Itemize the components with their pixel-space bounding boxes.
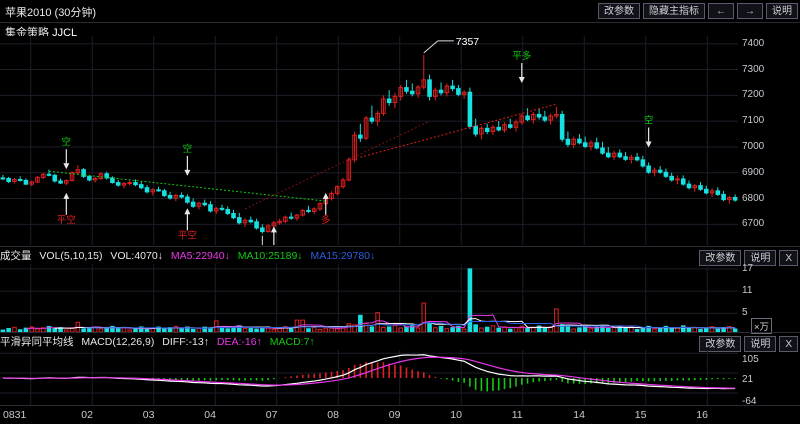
time-axis-label-15: 15 bbox=[634, 409, 647, 421]
volume-axis: 17 11 5 bbox=[738, 262, 800, 332]
macd-close-button[interactable]: X bbox=[779, 336, 798, 352]
macd-axis-label-21: 21 bbox=[742, 374, 754, 385]
time-axis-label-09: 09 bbox=[388, 409, 401, 421]
macd-help-button[interactable]: 说明 bbox=[744, 336, 777, 352]
page-title: 苹果2010 (30分钟) bbox=[5, 7, 97, 19]
time-axis-label-14: 14 bbox=[573, 409, 585, 421]
volume-axis-label-17: 17 bbox=[742, 262, 754, 274]
time-axis-label-11: 11 bbox=[511, 409, 523, 421]
volume-chart-panel[interactable] bbox=[0, 264, 800, 332]
header-divider bbox=[0, 22, 800, 23]
high-price-label: 7357 bbox=[456, 36, 480, 48]
signal-label-6: 平多 bbox=[512, 50, 531, 62]
signal-label-1: 平空 bbox=[57, 214, 76, 226]
macd-axis-label-105: 105 bbox=[742, 354, 759, 365]
price-axis-label-7400: 7400 bbox=[742, 37, 765, 49]
time-axis-divider bbox=[0, 405, 800, 406]
time-axis-label-08: 08 bbox=[327, 409, 339, 421]
volume-axis-label-11: 11 bbox=[742, 285, 753, 297]
macd-dea-value: DEA:-16↑ bbox=[216, 336, 262, 348]
time-axis-label-04: 04 bbox=[204, 409, 216, 421]
macd-panel-toolbar: 改参数 说明 X bbox=[699, 336, 798, 352]
candlestick-svg: 73576664空平空空平空平空多平多空 bbox=[0, 36, 738, 245]
time-axis-label-16: 16 bbox=[696, 409, 708, 421]
signal-label-3: 平空 bbox=[178, 229, 197, 241]
volume-panel-header: 成交量 VOL(5,10,15) VOL:4070↓ MA5:22940↓ MA… bbox=[0, 248, 800, 264]
price-axis-label-7300: 7300 bbox=[742, 63, 765, 75]
volume-formula: VOL(5,10,15) bbox=[39, 250, 103, 262]
macd-axis: 105 21 -64 bbox=[738, 350, 800, 407]
volume-ma5-value: MA5:22940↓ bbox=[170, 250, 230, 262]
volume-title: 成交量 bbox=[0, 250, 32, 262]
volume-unit-label: ×万 bbox=[750, 318, 772, 334]
time-axis-label-07: 07 bbox=[265, 409, 278, 421]
macd-panel-divider bbox=[0, 332, 800, 333]
hide-main-indicator-button[interactable]: 隐藏主指标 bbox=[643, 3, 705, 19]
volume-value: VOL:4070↓ bbox=[110, 250, 163, 262]
help-button[interactable]: 说明 bbox=[766, 3, 798, 19]
volume-ma10-value: MA10:25189↓ bbox=[237, 250, 303, 262]
signal-label-5: 多 bbox=[321, 214, 331, 226]
volume-svg bbox=[0, 264, 738, 332]
time-axis-label-03: 03 bbox=[142, 409, 155, 421]
macd-macd-value: MACD:7↑ bbox=[269, 336, 315, 348]
macd-diff-value: DIFF:-13↑ bbox=[162, 336, 209, 348]
price-axis-label-7200: 7200 bbox=[742, 89, 765, 101]
volume-panel-divider bbox=[0, 246, 800, 247]
signal-label-7: 空 bbox=[644, 115, 654, 127]
signal-label-0: 空 bbox=[62, 136, 72, 148]
macd-formula: MACD(12,26,9) bbox=[81, 336, 155, 348]
window-header: 苹果2010 (30分钟) 改参数 隐藏主指标 ← → 说明 bbox=[0, 0, 800, 24]
vol-help-button[interactable]: 说明 bbox=[744, 250, 777, 266]
price-axis-label-6700: 6700 bbox=[742, 218, 765, 230]
next-arrow-button[interactable]: → bbox=[737, 3, 763, 19]
vol-change-params-button[interactable]: 改参数 bbox=[699, 250, 742, 266]
time-axis-label-02: 02 bbox=[81, 409, 93, 421]
volume-ma15-value: MA15:29780↓ bbox=[310, 250, 376, 262]
macd-change-params-button[interactable]: 改参数 bbox=[699, 336, 742, 352]
time-axis-label-10: 10 bbox=[450, 409, 462, 421]
volume-panel-toolbar: 改参数 说明 X bbox=[699, 250, 798, 266]
price-chart-panel[interactable]: 73576664空平空空平空平空多平多空 bbox=[0, 36, 800, 245]
volume-axis-label-5: 5 bbox=[742, 307, 748, 319]
change-params-button[interactable]: 改参数 bbox=[598, 3, 640, 19]
price-axis-label-6900: 6900 bbox=[742, 166, 765, 178]
macd-panel-header: 平滑异同平均线 MACD(12,26,9) DIFF:-13↑ DEA:-16↑… bbox=[0, 334, 800, 350]
vol-close-button[interactable]: X bbox=[779, 250, 798, 266]
time-axis-label-0831: 0831 bbox=[3, 409, 27, 421]
time-axis: 0831 02 03 04 07 08 09 10 11 14 15 16 bbox=[0, 406, 800, 424]
price-axis-label-7000: 7000 bbox=[742, 140, 765, 152]
prev-arrow-button[interactable]: ← bbox=[708, 3, 734, 19]
macd-svg bbox=[0, 350, 738, 406]
price-axis: 7400 7300 7200 7100 7000 6900 6800 6700 bbox=[738, 36, 800, 245]
signal-label-2: 空 bbox=[183, 143, 193, 155]
macd-title: 平滑异同平均线 bbox=[0, 336, 74, 348]
price-axis-label-7100: 7100 bbox=[742, 115, 765, 127]
macd-axis-label-neg64: -64 bbox=[742, 396, 757, 407]
price-axis-label-6800: 6800 bbox=[742, 192, 765, 204]
header-toolbar: 改参数 隐藏主指标 ← → 说明 bbox=[598, 3, 798, 19]
macd-chart-panel[interactable] bbox=[0, 350, 800, 406]
